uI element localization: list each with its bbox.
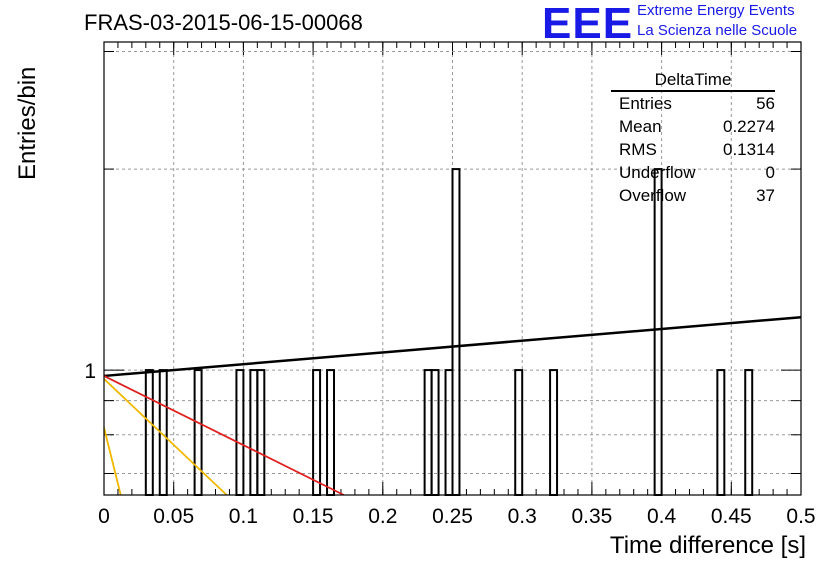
stats-label: Entries	[619, 94, 672, 113]
stats-row-underflow: Underflow 0	[611, 161, 775, 184]
eee-logo: EEE	[542, 0, 634, 48]
stats-value: 0	[765, 163, 775, 182]
stats-value: 0.2274	[723, 117, 775, 136]
stats-value: 37	[756, 186, 775, 205]
logo-line-2: La Scienza nelle Scuole	[637, 22, 798, 39]
fit-curve	[103, 375, 345, 496]
x-tick-label: 0	[98, 505, 110, 528]
histogram-bin	[444, 369, 454, 497]
x-tick-label: 0.2	[368, 505, 397, 528]
histogram-bin	[451, 168, 461, 497]
histogram-bin	[549, 369, 559, 497]
plot-frame	[103, 41, 802, 496]
x-tick-label: 0.15	[293, 505, 334, 528]
x-tick-label: 0.25	[432, 505, 473, 528]
logo-line-1: Extreme Energy Events	[637, 2, 795, 19]
histogram-bin	[716, 369, 726, 497]
x-axis-label: Time difference [s]	[609, 532, 806, 559]
histogram-bin	[514, 369, 524, 497]
histogram-bin	[326, 369, 336, 497]
stats-label: RMS	[619, 140, 657, 159]
x-tick-label: 0.45	[711, 505, 752, 528]
x-tick-label: 0.3	[508, 505, 537, 528]
histogram-bin	[193, 369, 203, 497]
fit-curve	[103, 427, 122, 496]
stats-box-title: DeltaTime	[611, 70, 775, 92]
histogram-bin	[653, 168, 663, 497]
histogram-bin	[256, 369, 266, 497]
histogram-bin	[249, 369, 259, 497]
histogram-bin	[144, 369, 154, 497]
x-tick-label: 0.1	[229, 505, 258, 528]
x-tick-label: 0.5	[786, 505, 815, 528]
histogram-bin	[423, 369, 433, 497]
histogram-bin	[744, 369, 754, 497]
stats-label: Mean	[619, 117, 662, 136]
stats-box: DeltaTime Entries 56 Mean 0.2274 RMS 0.1…	[611, 70, 775, 207]
x-tick-label: 0.4	[647, 505, 677, 528]
x-tick-label: 0.35	[571, 505, 612, 528]
stats-label: Underflow	[619, 163, 696, 182]
chart-title: FRAS-03-2015-06-15-00068	[84, 10, 363, 35]
stats-row-rms: RMS 0.1314	[611, 138, 775, 161]
stats-row-overflow: Overflow 37	[611, 184, 775, 207]
stats-value: 56	[756, 94, 775, 113]
fit-curve	[103, 378, 228, 496]
x-tick-label: 0.05	[153, 505, 194, 528]
y-tick-label: 1	[84, 360, 96, 383]
stats-value: 0.1314	[723, 140, 775, 159]
histogram-bin	[312, 369, 322, 497]
fit-curve	[103, 315, 802, 378]
stats-label: Overflow	[619, 186, 687, 205]
y-axis-label: Entries/bin	[14, 66, 41, 180]
stats-row-entries: Entries 56	[611, 92, 775, 115]
stats-row-mean: Mean 0.2274	[611, 115, 775, 138]
histogram-bin	[430, 369, 440, 497]
histogram-bin	[235, 369, 245, 497]
